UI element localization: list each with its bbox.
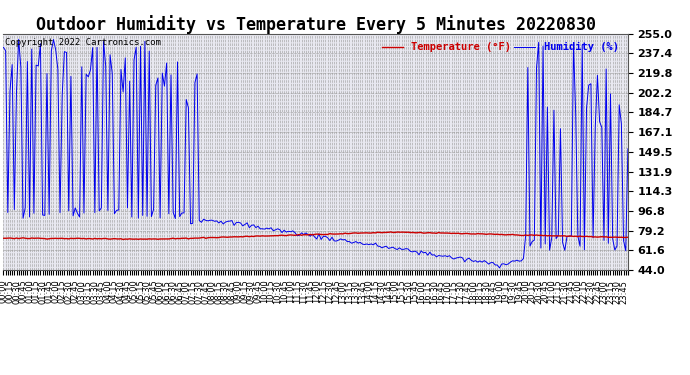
Temperature (°F) bbox=[54, 236, 62, 241]
Humidity (%) bbox=[495, 266, 504, 270]
Temperature (°F) bbox=[317, 232, 325, 237]
Text: Copyright 2022 Cartronics.com: Copyright 2022 Cartronics.com bbox=[5, 39, 161, 48]
Legend: Temperature (°F), Humidity (%): Temperature (°F), Humidity (%) bbox=[378, 38, 622, 57]
Temperature (°F) bbox=[539, 233, 547, 238]
Humidity (%) bbox=[573, 234, 582, 238]
Line: Temperature (°F): Temperature (°F) bbox=[3, 232, 628, 240]
Temperature (°F) bbox=[528, 233, 536, 237]
Humidity (%) bbox=[14, 37, 23, 42]
Temperature (°F) bbox=[386, 230, 395, 234]
Humidity (%) bbox=[317, 237, 325, 242]
Temperature (°F) bbox=[624, 235, 632, 240]
Temperature (°F) bbox=[554, 234, 562, 238]
Humidity (%) bbox=[0, 45, 8, 50]
Line: Humidity (%): Humidity (%) bbox=[3, 39, 628, 268]
Temperature (°F) bbox=[119, 237, 127, 242]
Humidity (%) bbox=[554, 233, 562, 238]
Humidity (%) bbox=[56, 210, 64, 215]
Temperature (°F) bbox=[0, 236, 8, 240]
Title: Outdoor Humidity vs Temperature Every 5 Minutes 20220830: Outdoor Humidity vs Temperature Every 5 … bbox=[36, 15, 595, 34]
Humidity (%) bbox=[528, 239, 536, 244]
Humidity (%) bbox=[539, 44, 547, 48]
Temperature (°F) bbox=[573, 234, 582, 239]
Humidity (%) bbox=[624, 147, 632, 151]
